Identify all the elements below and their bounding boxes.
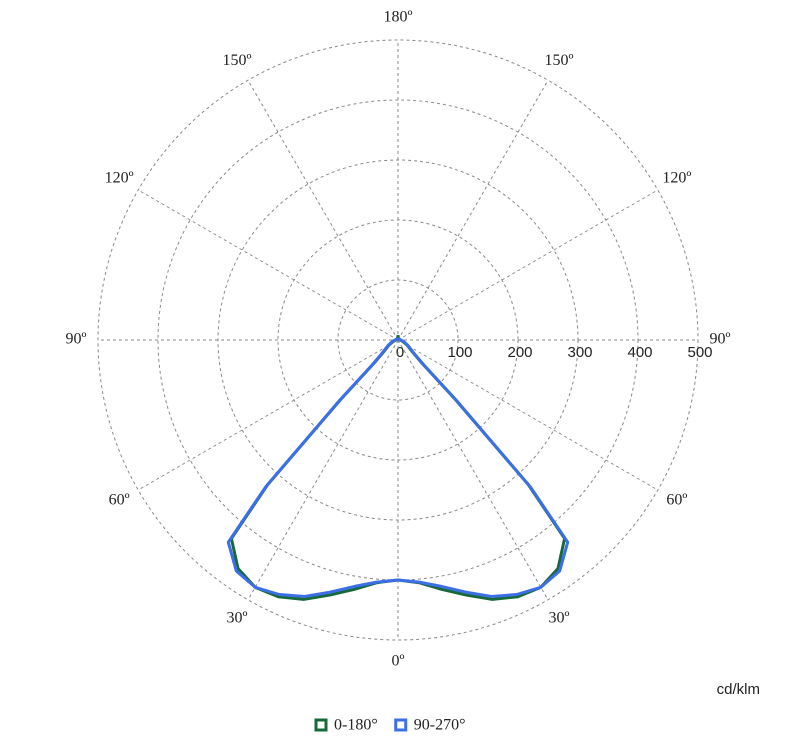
- unit-label: cd/klm: [717, 681, 760, 698]
- legend-label: 0-180°: [334, 717, 378, 734]
- legend-label: 90-270°: [414, 717, 466, 734]
- r-tick-label: 300: [567, 344, 592, 361]
- angle-label: 0º: [392, 653, 405, 670]
- angle-label: 60º: [109, 492, 130, 509]
- spoke: [397, 79, 549, 341]
- legend-swatch: [394, 718, 408, 732]
- spoke: [137, 189, 399, 341]
- spoke: [247, 79, 399, 341]
- grid-ring: [97, 39, 699, 641]
- angle-label: 60º: [666, 492, 687, 509]
- angle-label: 90º: [66, 331, 87, 348]
- spoke: [397, 189, 659, 341]
- series-line: [396, 335, 567, 601]
- spoke: [247, 339, 399, 601]
- angle-label: 120º: [105, 170, 134, 187]
- series-line: [396, 337, 570, 598]
- spoke: [397, 339, 549, 601]
- r-tick-label: 400: [627, 344, 652, 361]
- spoke: [397, 339, 659, 491]
- series-line: [229, 335, 400, 601]
- angle-label: 150º: [545, 52, 574, 69]
- angle-label: 30º: [549, 610, 570, 627]
- angle-label: 180º: [384, 9, 413, 26]
- series-line: [226, 337, 400, 598]
- legend-swatch: [314, 718, 328, 732]
- angle-label: 30º: [227, 610, 248, 627]
- spoke: [137, 339, 399, 491]
- r-tick-label: 500: [687, 344, 712, 361]
- r-tick-label: 200: [507, 344, 532, 361]
- r-tick-label: 100: [447, 344, 472, 361]
- angle-label: 120º: [662, 170, 691, 187]
- angle-label: 150º: [223, 52, 252, 69]
- r-tick-label: 0: [396, 344, 404, 361]
- angle-label: 90º: [710, 331, 731, 348]
